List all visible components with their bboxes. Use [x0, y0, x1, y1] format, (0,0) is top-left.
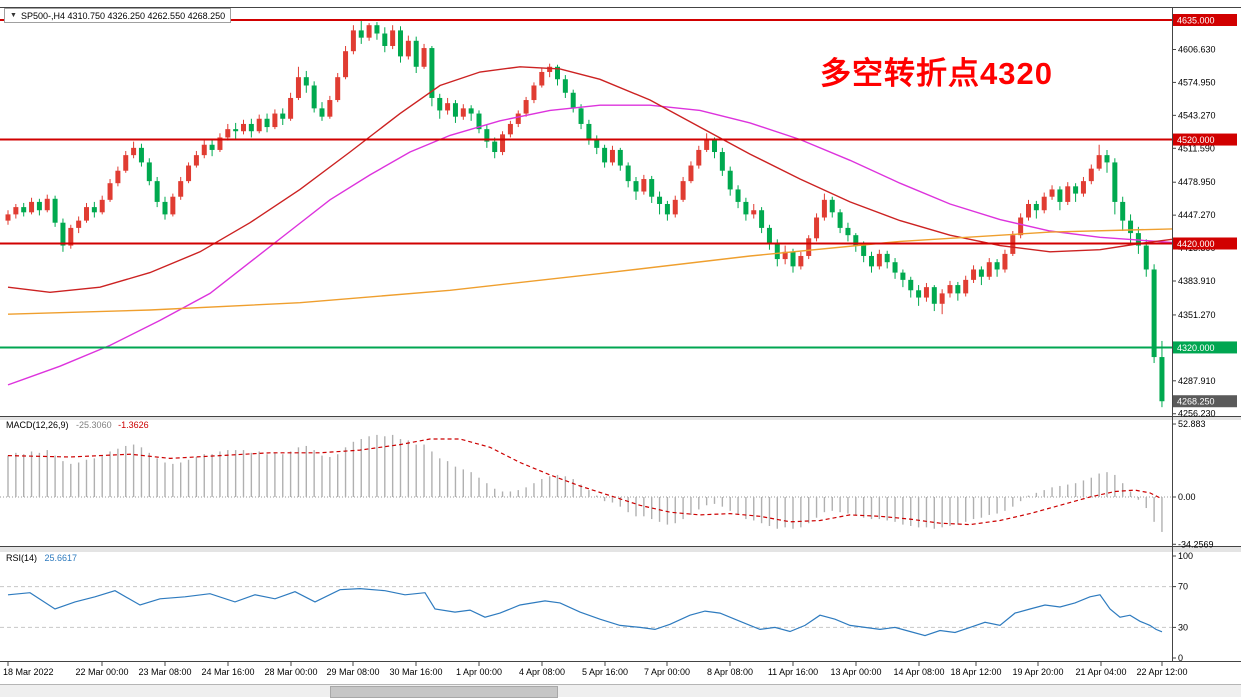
- svg-text:4606.630: 4606.630: [1178, 44, 1216, 54]
- svg-text:24 Mar 16:00: 24 Mar 16:00: [201, 667, 254, 677]
- svg-text:22 Apr 12:00: 22 Apr 12:00: [1136, 667, 1187, 677]
- symbol-ohlc-label[interactable]: ▼ SP500-,H4 4310.750 4326.250 4262.550 4…: [4, 8, 232, 23]
- annotation-text: 多空转折点4320: [820, 56, 1053, 91]
- price-badge-4635.000: [1173, 14, 1237, 26]
- svg-text:4420.000: 4420.000: [1177, 239, 1215, 249]
- svg-text:18 Apr 12:00: 18 Apr 12:00: [950, 667, 1001, 677]
- svg-text:11 Apr 16:00: 11 Apr 16:00: [768, 667, 818, 677]
- svg-text:5 Apr 16:00: 5 Apr 16:00: [582, 667, 628, 677]
- rsi-indicator-label: RSI(14) 25.6617: [6, 553, 77, 563]
- ma-orange-slow: [7, 228, 1173, 315]
- h-scrollbar[interactable]: [0, 684, 1241, 698]
- rsi-name: RSI(14): [6, 553, 38, 563]
- svg-text:29 Mar 08:00: 29 Mar 08:00: [326, 667, 379, 677]
- macd-main-value: -25.3060: [76, 420, 112, 430]
- macd-indicator-label: MACD(12,26,9) -25.3060 -1.3626: [6, 420, 149, 430]
- svg-text:1 Apr 00:00: 1 Apr 00:00: [456, 667, 502, 677]
- ma-magenta-slowtrend: [7, 104, 1173, 386]
- macd-name: MACD(12,26,9): [6, 420, 69, 430]
- svg-text:4287.910: 4287.910: [1178, 376, 1216, 386]
- rsi-panel-layer: [0, 586, 1172, 637]
- ma-red-fast: [7, 66, 1173, 294]
- candlestick-layer: [5, 21, 1165, 408]
- price-badge-4420.000: [1173, 237, 1237, 250]
- svg-text:0: 0: [1178, 653, 1183, 663]
- svg-text:0.00: 0.00: [1178, 492, 1196, 502]
- svg-text:7 Apr 00:00: 7 Apr 00:00: [644, 667, 690, 677]
- svg-text:28 Mar 00:00: 28 Mar 00:00: [264, 667, 317, 677]
- svg-text:4447.270: 4447.270: [1178, 210, 1216, 220]
- svg-text:4351.270: 4351.270: [1178, 310, 1216, 320]
- svg-text:4268.250: 4268.250: [1177, 397, 1215, 407]
- rsi-line: [7, 587, 1163, 637]
- svg-text:70: 70: [1178, 582, 1188, 592]
- svg-text:4543.270: 4543.270: [1178, 110, 1216, 120]
- svg-text:100: 100: [1178, 551, 1193, 561]
- svg-text:52.883: 52.883: [1178, 419, 1206, 429]
- ohlc-text: SP500-,H4 4310.750 4326.250 4262.550 426…: [20, 10, 226, 21]
- svg-text:23 Mar 08:00: 23 Mar 08:00: [138, 667, 191, 677]
- svg-text:30 Mar 16:00: 30 Mar 16:00: [389, 667, 442, 677]
- svg-text:4383.910: 4383.910: [1178, 276, 1216, 286]
- svg-text:18 Mar 2022: 18 Mar 2022: [3, 667, 54, 677]
- svg-text:8 Apr 08:00: 8 Apr 08:00: [707, 667, 753, 677]
- svg-text:4 Apr 08:00: 4 Apr 08:00: [519, 667, 565, 677]
- svg-text:30: 30: [1178, 622, 1188, 632]
- svg-text:4635.000: 4635.000: [1177, 16, 1215, 26]
- svg-text:4256.230: 4256.230: [1178, 409, 1216, 419]
- svg-text:21 Apr 04:00: 21 Apr 04:00: [1075, 667, 1126, 677]
- svg-text:4478.950: 4478.950: [1178, 177, 1216, 187]
- macd-signal-value: -1.3626: [118, 420, 149, 430]
- svg-text:-34.2569: -34.2569: [1178, 539, 1214, 549]
- svg-text:19 Apr 20:00: 19 Apr 20:00: [1012, 667, 1063, 677]
- collapse-ohlc-icon[interactable]: ▼: [10, 12, 17, 19]
- svg-text:14 Apr 08:00: 14 Apr 08:00: [893, 667, 944, 677]
- svg-text:22 Mar 00:00: 22 Mar 00:00: [75, 667, 128, 677]
- price-badge-4268.250: [1173, 395, 1237, 408]
- svg-text:4520.000: 4520.000: [1177, 135, 1215, 145]
- svg-text:4320.000: 4320.000: [1177, 343, 1215, 353]
- price-badge-4320.000: [1173, 341, 1237, 354]
- svg-text:4574.950: 4574.950: [1178, 77, 1216, 87]
- macd-panel-layer: [0, 434, 1172, 532]
- moving-average-layer: [7, 66, 1173, 386]
- axis-layer: 4606.630 4574.950 4543.270 4511.590 4478.950…: [0, 7, 1241, 677]
- svg-text:13 Apr 00:00: 13 Apr 00:00: [830, 667, 881, 677]
- rsi-value: 25.6617: [44, 553, 78, 563]
- svg-text:4511.590: 4511.590: [1178, 143, 1215, 153]
- price-badge-4520.000: [1173, 133, 1237, 146]
- scrollbar-thumb[interactable]: [330, 686, 558, 698]
- macd-signal-line: [7, 438, 1163, 526]
